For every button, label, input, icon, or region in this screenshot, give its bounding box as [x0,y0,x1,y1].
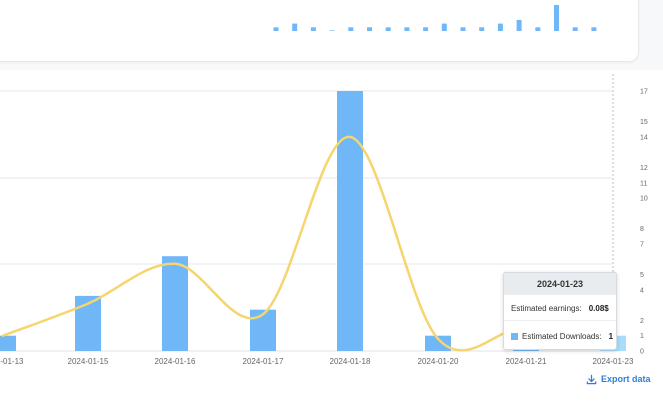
y-tick-label: 11 [640,180,647,187]
sparkline-bar [554,5,559,31]
tooltip-divider [504,320,616,321]
tooltip-earnings-label: Estimated earnings: [511,304,582,313]
y-tick-label: 1 [640,333,644,340]
downloads-bar [250,309,276,351]
downloads-bar [337,91,363,351]
sparkline-bar [441,23,447,31]
sparkline-bar [310,27,316,31]
sparkline-bar [572,27,578,31]
tooltip-downloads-row: Estimated Downloads: 1 [511,332,613,341]
sparkline-bar [516,19,522,31]
x-tick-label: 2024-01-17 [243,357,284,366]
sparkline-bar [367,27,372,31]
y-tick-label: 17 [640,89,648,96]
sparkline-bar [479,27,485,31]
chart-panel [0,70,663,418]
downloads-bar [0,335,16,351]
y-tick-label: 15 [640,119,648,126]
tooltip-date: 2024-01-23 [504,273,616,295]
downloads-bar [162,256,188,351]
x-tick-label: 2024-01-23 [593,357,634,366]
trend-line [1,135,615,352]
downloads-bar [425,335,451,351]
sparkline-bar [348,27,354,31]
tooltip-downloads-label: Estimated Downloads: [522,332,602,341]
x-tick-label: 2024-01-13 [0,357,24,366]
x-tick-label: 2024-01-18 [330,357,371,366]
x-tick-label: 2024-01-21 [506,357,547,366]
sparkline-bar [591,27,597,31]
chart-tooltip: 2024-01-23 Estimated earnings: 0.08$ Est… [503,272,617,350]
tooltip-downloads-value: 1 [608,332,614,341]
tooltip-earnings-value: 0.08$ [588,304,609,313]
y-tick-label: 10 [640,196,648,203]
sparkline-bar [292,23,298,31]
sparkline-bar [273,27,279,31]
x-tick-label: 2024-01-15 [68,357,109,366]
download-icon [586,374,597,384]
sparkline-bar [385,27,391,31]
sparkline-bar [404,27,410,31]
y-tick-label: 4 [640,287,644,294]
y-tick-label: 0 [640,349,644,356]
y-tick-label: 8 [640,226,644,233]
y-tick-label: 2 [640,318,644,325]
sparkline-bar [497,23,503,31]
export-data-label: Export data [601,374,651,384]
downloads-swatch [511,333,518,340]
x-tick-label: 2024-01-16 [155,357,196,366]
y-tick-label: 14 [640,134,648,141]
sparkline-bar [460,27,466,31]
x-tick-label: 2024-01-20 [418,357,459,366]
y-tick-label: 7 [640,241,644,248]
export-data-button[interactable]: Export data [586,372,651,386]
sparkline-card [0,0,639,62]
sparkline-bar [423,27,429,31]
downloads-bar [75,295,101,351]
y-tick-label: 5 [640,272,644,279]
sparkline-chart [273,5,597,31]
tooltip-earnings-row: Estimated earnings: 0.08$ [511,304,609,313]
y-tick-label: 12 [640,165,648,172]
sparkline-bar [329,30,335,31]
sparkline-bar [535,27,541,31]
